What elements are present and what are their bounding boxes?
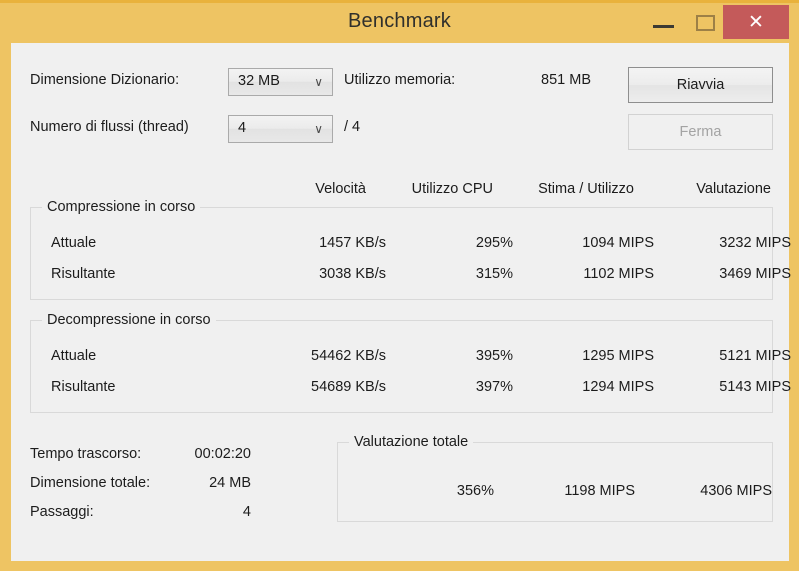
compression-legend: Compressione in corso [42,199,201,215]
minimize-button[interactable] [641,3,687,40]
stop-button[interactable]: Ferma [628,114,773,150]
total-size-value: 24 MB [209,475,251,491]
cell-rating: 5121 MIPS [719,348,791,364]
cell-estimate: 1094 MIPS [582,235,654,251]
total-rating-legend: Valutazione totale [349,434,474,450]
threads-total-label: / 4 [344,119,361,135]
total-rating-group: Valutazione totale 356% 1198 MIPS 4306 M… [337,434,773,522]
close-icon: ✕ [748,11,764,33]
cell-speed: 3038 KB/s [319,266,386,282]
cell-rating: 3469 MIPS [719,266,791,282]
cell-cpu: 295% [475,235,513,251]
cell-cpu: 395% [475,348,513,364]
title-bar[interactable]: Benchmark ✕ [0,3,799,40]
cell-speed: 1457 KB/s [319,235,386,251]
row-label-current: Attuale [51,235,97,251]
cell-cpu: 315% [475,266,513,282]
threads-label: Numero di flussi (thread) [30,119,189,135]
total-cell-estimate: 1198 MIPS [564,483,635,499]
dictionary-size-select[interactable]: 32 MB ∨ [228,68,333,96]
maximize-button[interactable] [687,3,723,40]
total-cell-cpu: 356% [456,483,494,499]
dictionary-size-value: 32 MB [238,73,280,89]
restart-button[interactable]: Riavvia [628,67,773,103]
minimize-icon [653,25,674,28]
total-cell-rating: 4306 MIPS [700,483,772,499]
column-header-cpu: Utilizzo CPU [411,181,493,197]
window-title: Benchmark [348,10,451,32]
cell-rating: 3232 MIPS [719,235,791,251]
elapsed-time-value: 00:02:20 [194,446,251,462]
chevron-down-icon: ∨ [314,122,323,136]
cell-estimate: 1294 MIPS [582,379,654,395]
maximize-icon [696,15,715,31]
row-label-current: Attuale [51,348,97,364]
decompression-group: Decompressione in corso Attuale 54462 KB… [30,312,791,413]
row-label-resulting: Risultante [51,379,116,395]
chevron-down-icon: ∨ [314,75,323,89]
compression-group: Compressione in corso Attuale 1457 KB/s … [30,199,791,300]
decompression-legend: Decompressione in corso [42,312,216,328]
threads-select[interactable]: 4 ∨ [228,115,333,143]
cell-estimate: 1102 MIPS [583,266,654,282]
cell-speed: 54462 KB/s [311,348,386,364]
cell-speed: 54689 KB/s [311,379,386,395]
memory-usage-label: Utilizzo memoria: [344,72,456,88]
passes-label: Passaggi: [30,504,94,520]
client-area: Dimensione Dizionario: 32 MB ∨ Utilizzo … [11,43,791,561]
row-label-resulting: Risultante [51,266,116,282]
memory-usage-value: 851 MB [541,72,591,88]
passes-value: 4 [242,504,251,520]
dictionary-size-label: Dimensione Dizionario: [30,72,180,88]
column-header-estimate: Stima / Utilizzo [538,181,634,197]
cell-estimate: 1295 MIPS [582,348,654,364]
total-size-label: Dimensione totale: [30,475,151,491]
column-header-speed: Velocità [315,181,366,197]
close-button[interactable]: ✕ [723,5,789,39]
cell-cpu: 397% [475,379,513,395]
elapsed-time-label: Tempo trascorso: [30,446,142,462]
cell-rating: 5143 MIPS [719,379,791,395]
column-header-rating: Valutazione [696,181,771,197]
threads-value: 4 [238,120,247,136]
